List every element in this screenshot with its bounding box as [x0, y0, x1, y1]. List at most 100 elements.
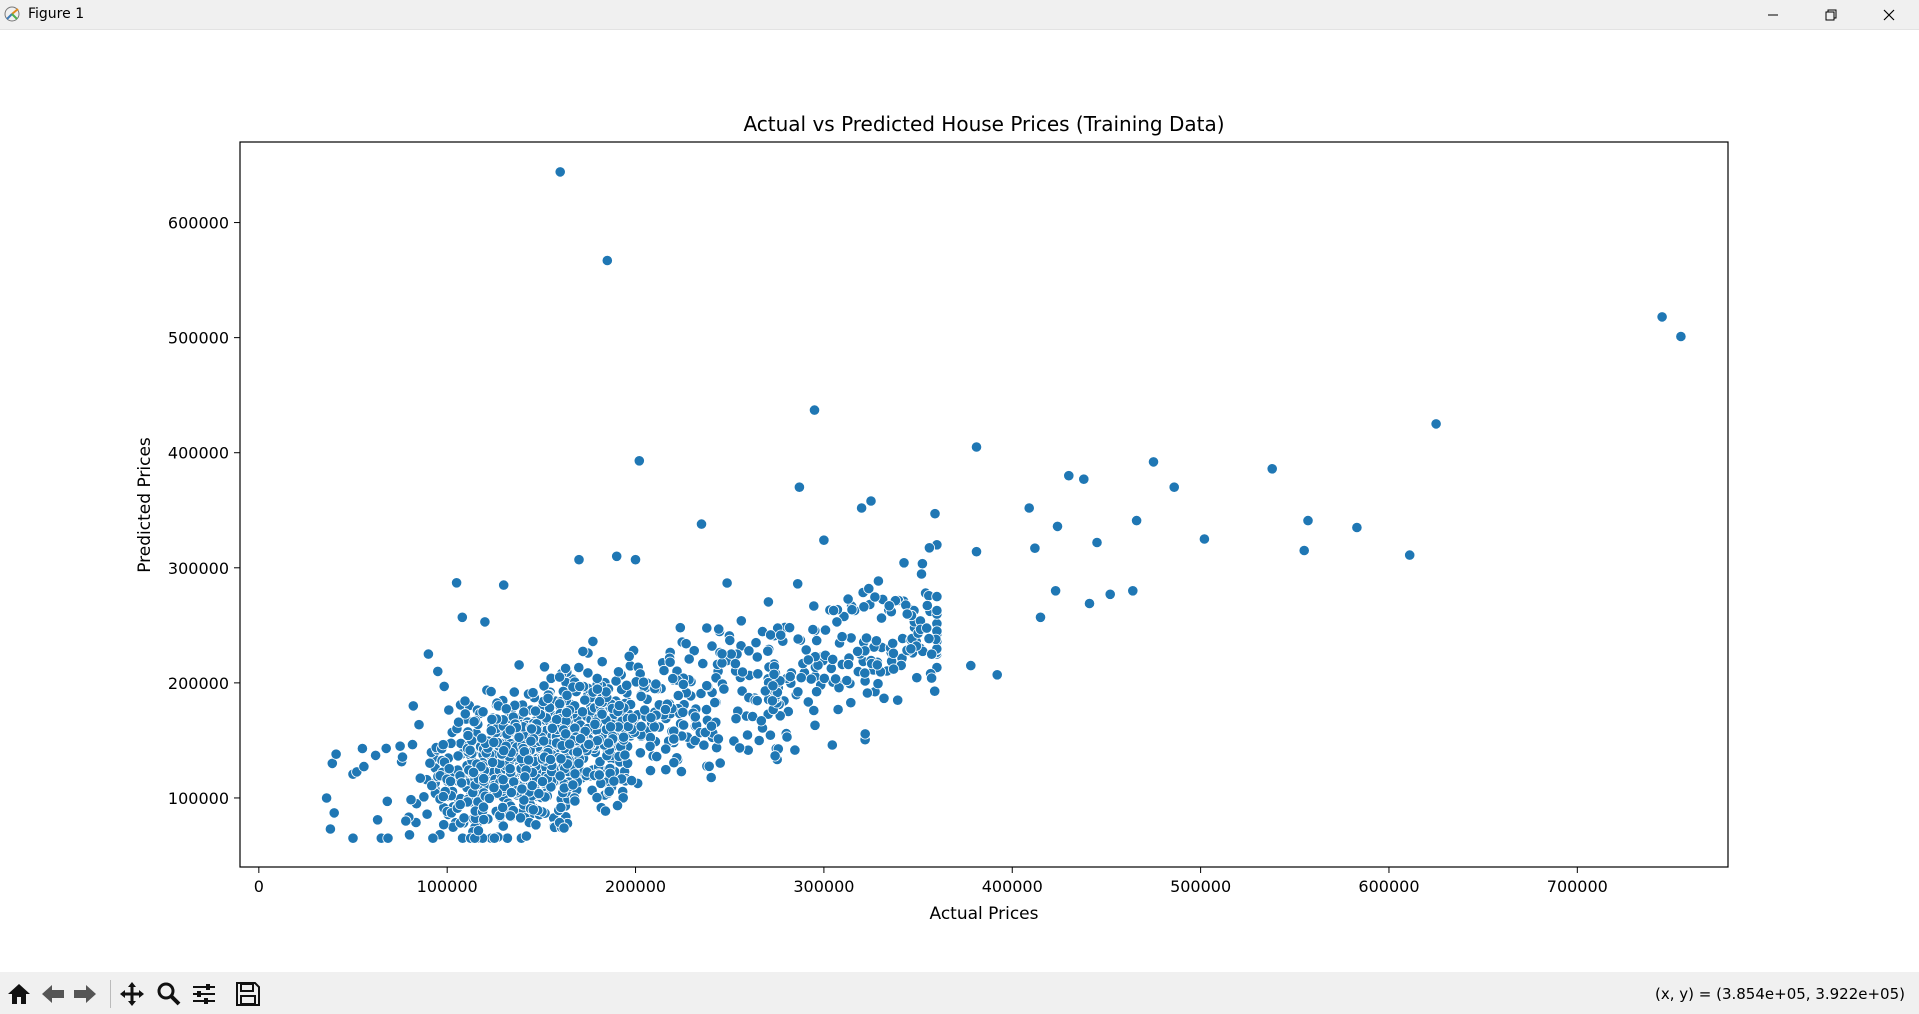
scatter-point [613, 699, 625, 712]
scatter-point [508, 686, 520, 698]
scatter-point [513, 731, 525, 743]
scatter-point [800, 644, 812, 656]
scatter-point [514, 812, 527, 824]
scatter-point [504, 763, 516, 775]
scatter-point [789, 744, 801, 756]
minimize-button[interactable] [1744, 0, 1802, 29]
scatter-point [500, 703, 512, 715]
scatter-point [827, 604, 840, 617]
scatter-point [887, 647, 900, 659]
scatter-point [356, 742, 368, 755]
figure-canvas[interactable]: 0 100000 200000 300000 400000 500000 600000 700… [0, 30, 1919, 970]
scatter-point [808, 404, 821, 416]
scatter-point [851, 645, 864, 658]
scatter-point [1078, 473, 1090, 485]
scatter-point [574, 733, 587, 745]
scatter-point [713, 623, 725, 635]
scatter-point [591, 683, 604, 695]
y-tick-label: 100000 [168, 789, 229, 808]
scatter-point [701, 622, 713, 634]
scatter-point [563, 738, 576, 750]
scatter-point [596, 708, 608, 720]
scatter-point [561, 707, 573, 719]
configure-button[interactable] [190, 981, 218, 1007]
scatter-point [574, 680, 586, 693]
scatter-point [554, 770, 566, 782]
scatter-point [608, 775, 620, 787]
scatter-point [485, 685, 497, 698]
scatter-point [1131, 514, 1143, 527]
scatter-point [488, 736, 500, 748]
scatter-point [554, 698, 566, 710]
chart-title: Actual vs Predicted House Prices (Traini… [743, 112, 1224, 136]
scatter-point [518, 794, 530, 806]
close-icon [1883, 9, 1895, 20]
scatter-point [1404, 549, 1416, 561]
scatter-point [677, 706, 689, 718]
scatter-point [658, 664, 670, 677]
minimize-icon [1768, 14, 1778, 15]
scatter-point [870, 635, 883, 647]
scatter-point [901, 608, 913, 620]
scatter-point [1168, 481, 1180, 493]
close-button[interactable] [1860, 0, 1918, 29]
scatter-point [923, 542, 936, 554]
scatter-point [735, 615, 747, 627]
scatter-point [1127, 585, 1139, 597]
scatter-point [483, 792, 495, 804]
zoom-button[interactable] [155, 981, 183, 1007]
forward-button[interactable] [71, 981, 99, 1007]
home-button[interactable] [5, 981, 33, 1007]
scatter-point [477, 801, 490, 813]
scatter-point [911, 672, 923, 684]
scatter-point [405, 794, 417, 806]
scatter-point [703, 760, 715, 772]
scatter-point [921, 599, 933, 612]
scatter-point [792, 686, 804, 698]
x-tick-label: 200000 [605, 877, 666, 896]
restore-button[interactable] [1802, 0, 1860, 29]
scatter-point [905, 643, 917, 655]
scatter-point [459, 695, 471, 707]
scatter-point [807, 623, 819, 636]
scatter-point [347, 832, 359, 844]
scatter-point [330, 748, 342, 760]
scatter-point [832, 703, 844, 716]
scatter-point [529, 705, 542, 717]
scatter-point [444, 775, 457, 787]
scatter-point [1675, 330, 1687, 343]
scatter-point [555, 753, 567, 765]
scatter-point [443, 704, 455, 716]
scatter-point [443, 763, 455, 775]
scatter-point [602, 737, 615, 749]
scatter-point [459, 708, 471, 720]
scatter-point [925, 672, 938, 684]
scatter-point [530, 819, 542, 831]
scatter-point [579, 694, 591, 706]
scatter-point [381, 795, 393, 807]
scatter-point [573, 661, 585, 674]
scatter-point [477, 706, 489, 718]
scatter-point [697, 657, 709, 670]
scatter-point [802, 696, 814, 708]
scatter-point [612, 666, 625, 678]
scatter-point [871, 659, 883, 671]
scatter-point [371, 814, 384, 826]
scatter-point [569, 795, 581, 807]
scatter-point [611, 550, 623, 562]
scatter-point [527, 804, 539, 816]
back-button[interactable] [39, 981, 67, 1007]
scatter-point [518, 706, 530, 718]
scatter-point [526, 779, 538, 792]
save-button[interactable] [234, 981, 262, 1007]
scatter-point [683, 653, 695, 665]
scatter-point [637, 676, 650, 688]
x-tick-label: 100000 [417, 877, 478, 896]
scatter-point [497, 801, 509, 814]
scatter-point [488, 782, 500, 794]
scatter-point [553, 671, 566, 683]
scatter-point [808, 600, 820, 612]
scatter-point [519, 771, 531, 783]
pan-button[interactable] [118, 981, 146, 1007]
restore-icon [1825, 9, 1837, 20]
